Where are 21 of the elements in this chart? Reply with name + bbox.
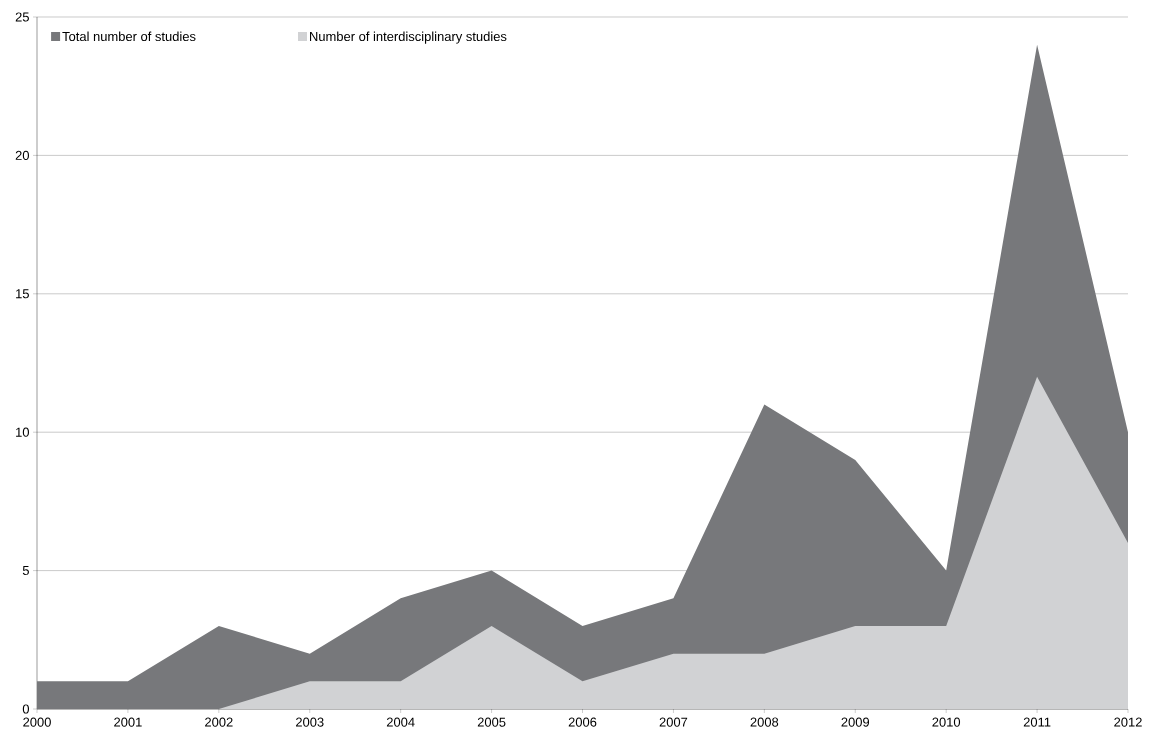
x-tick-label: 2009 <box>841 717 870 727</box>
y-tick-label: 10 <box>16 427 29 437</box>
x-tick-label: 2012 <box>1114 717 1142 727</box>
x-tick-label: 2008 <box>750 717 779 727</box>
x-tick-label: 2000 <box>23 717 51 727</box>
x-tick-label: 2010 <box>932 717 961 727</box>
x-tick-label: 2005 <box>477 717 506 727</box>
legend-label: Number of interdisciplinary studies <box>310 31 507 44</box>
y-tick-label: 25 <box>15 12 29 22</box>
x-tick-label: 2004 <box>386 717 415 727</box>
y-tick-label: 20 <box>15 150 29 160</box>
x-tick-label: 2007 <box>659 717 688 727</box>
legend-label: Total number of studies <box>62 31 196 42</box>
x-tick-label: 2003 <box>296 717 324 727</box>
y-tick-label: 0 <box>22 704 29 714</box>
x-tick-label: 2002 <box>205 717 233 727</box>
y-tick-label: 15 <box>16 289 29 299</box>
x-tick-label: 2001 <box>114 717 142 727</box>
x-tick-label: 2006 <box>568 717 597 727</box>
y-tick-label: 5 <box>22 566 29 576</box>
x-tick-label: 2011 <box>1023 717 1051 727</box>
